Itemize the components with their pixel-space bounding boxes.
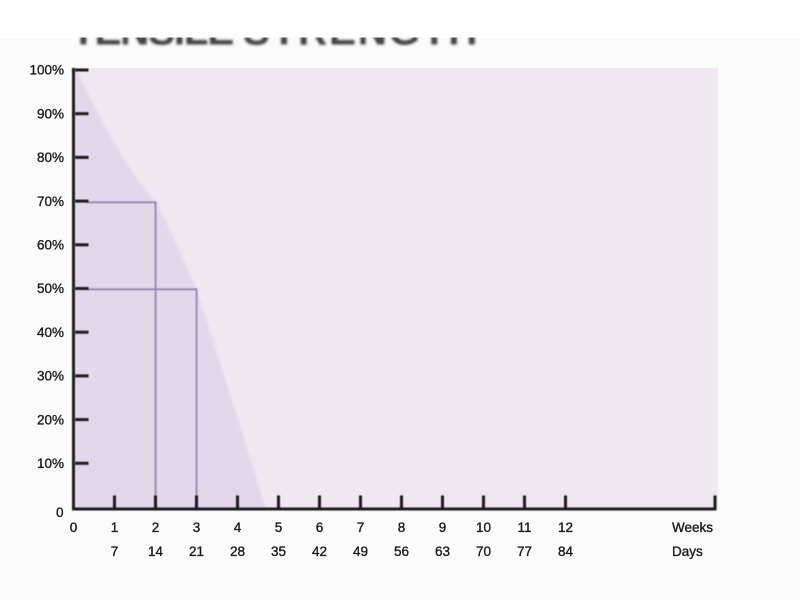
- svg-text:20%: 20%: [37, 412, 64, 427]
- svg-text:0: 0: [56, 505, 64, 520]
- svg-text:100%: 100%: [29, 63, 64, 78]
- svg-text:56: 56: [394, 544, 409, 559]
- svg-text:9: 9: [439, 520, 447, 535]
- svg-text:2: 2: [152, 520, 160, 535]
- svg-text:6: 6: [316, 520, 324, 535]
- svg-text:70%: 70%: [37, 194, 64, 209]
- svg-text:11: 11: [517, 520, 531, 535]
- svg-text:Days: Days: [672, 544, 703, 559]
- svg-text:7: 7: [357, 520, 365, 535]
- svg-text:Weeks: Weeks: [672, 520, 713, 535]
- svg-text:70: 70: [476, 544, 491, 559]
- svg-text:3: 3: [193, 520, 201, 535]
- svg-text:28: 28: [230, 544, 245, 559]
- svg-text:49: 49: [353, 544, 368, 559]
- svg-text:77: 77: [517, 544, 532, 559]
- svg-text:60%: 60%: [37, 238, 64, 253]
- svg-text:35: 35: [271, 544, 286, 559]
- svg-text:30%: 30%: [37, 369, 64, 384]
- svg-text:63: 63: [435, 544, 450, 559]
- svg-text:84: 84: [558, 544, 574, 559]
- svg-text:4: 4: [234, 520, 242, 535]
- svg-text:14: 14: [148, 544, 164, 559]
- svg-text:90%: 90%: [37, 106, 64, 121]
- svg-text:80%: 80%: [37, 150, 64, 165]
- svg-text:0: 0: [70, 520, 78, 535]
- svg-text:10: 10: [476, 520, 491, 535]
- svg-text:10%: 10%: [37, 456, 64, 471]
- svg-text:50%: 50%: [37, 281, 64, 296]
- svg-text:12: 12: [558, 520, 573, 535]
- svg-text:7: 7: [111, 544, 119, 559]
- svg-text:1: 1: [111, 520, 119, 535]
- svg-text:21: 21: [189, 544, 204, 559]
- svg-text:40%: 40%: [37, 325, 64, 340]
- svg-text:42: 42: [312, 544, 327, 559]
- svg-text:8: 8: [398, 520, 406, 535]
- svg-text:5: 5: [275, 520, 283, 535]
